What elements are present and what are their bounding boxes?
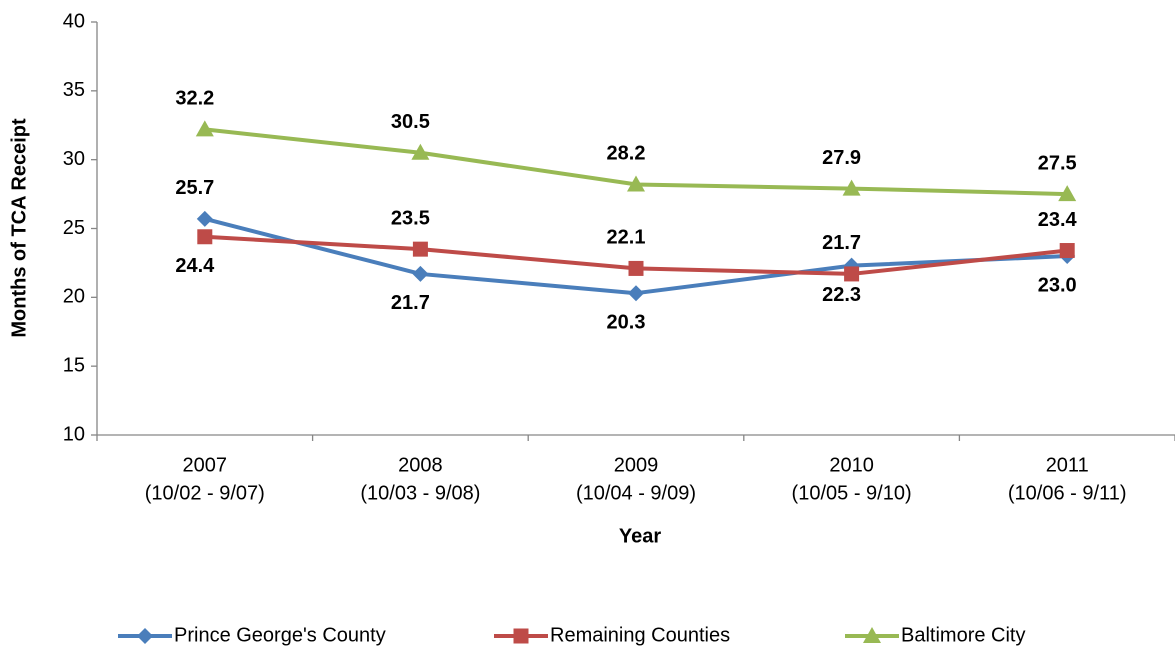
value-label: 27.5 xyxy=(1038,152,1077,174)
value-label: 23.5 xyxy=(391,207,430,229)
marker xyxy=(195,120,214,137)
y-tick-label: 15 xyxy=(63,354,85,376)
x-tick-label: 2008 xyxy=(398,454,443,476)
value-label: 22.1 xyxy=(607,227,646,249)
x-tick-label: (10/03 - 9/08) xyxy=(360,482,480,504)
value-label: 23.4 xyxy=(1038,209,1078,231)
y-axis-title: Months of TCA Receipt xyxy=(8,118,30,338)
legend-marker xyxy=(513,628,529,644)
marker xyxy=(627,175,645,192)
value-label: 24.4 xyxy=(175,255,215,277)
value-label: 25.7 xyxy=(175,177,214,199)
value-label: 27.9 xyxy=(822,147,861,169)
legend-label: Prince George's County xyxy=(174,624,386,646)
y-tick-label: 20 xyxy=(63,286,85,308)
x-tick-label: (10/04 - 9/09) xyxy=(576,482,696,504)
marker xyxy=(1059,243,1075,259)
x-tick-label: (10/06 - 9/11) xyxy=(1008,482,1127,504)
value-label: 21.7 xyxy=(391,292,430,314)
marker xyxy=(197,229,213,245)
x-tick-label: 2011 xyxy=(1046,454,1089,476)
value-label: 20.3 xyxy=(607,311,646,333)
value-label: 23.0 xyxy=(1038,274,1077,296)
marker xyxy=(628,260,644,276)
x-tick-label: 2009 xyxy=(614,454,659,476)
y-tick-label: 35 xyxy=(63,79,85,101)
marker xyxy=(196,210,213,227)
marker xyxy=(412,265,429,282)
legend-label: Remaining Counties xyxy=(550,624,730,646)
x-tick-label: 2007 xyxy=(183,454,228,476)
x-tick-label: (10/02 - 9/07) xyxy=(145,482,265,504)
legend-label: Baltimore City xyxy=(901,624,1025,646)
value-label: 30.5 xyxy=(391,111,430,133)
legend-marker xyxy=(863,627,881,643)
marker xyxy=(412,241,428,257)
x-tick-label: 2010 xyxy=(829,454,874,476)
x-tick-label: (10/05 - 9/10) xyxy=(792,482,912,504)
legend-marker xyxy=(137,628,153,644)
marker xyxy=(844,266,860,282)
marker xyxy=(1058,185,1077,202)
marker xyxy=(842,179,861,196)
value-label: 21.7 xyxy=(822,232,861,254)
marker xyxy=(411,143,430,160)
y-tick-label: 40 xyxy=(63,10,85,32)
y-tick-label: 30 xyxy=(63,148,85,170)
y-tick-label: 10 xyxy=(63,423,85,445)
value-label: 28.2 xyxy=(607,143,646,165)
value-label: 22.3 xyxy=(822,284,861,306)
y-tick-label: 25 xyxy=(63,217,85,239)
value-label: 32.2 xyxy=(175,88,214,110)
x-axis-title: Year xyxy=(619,525,661,547)
marker xyxy=(628,285,644,302)
